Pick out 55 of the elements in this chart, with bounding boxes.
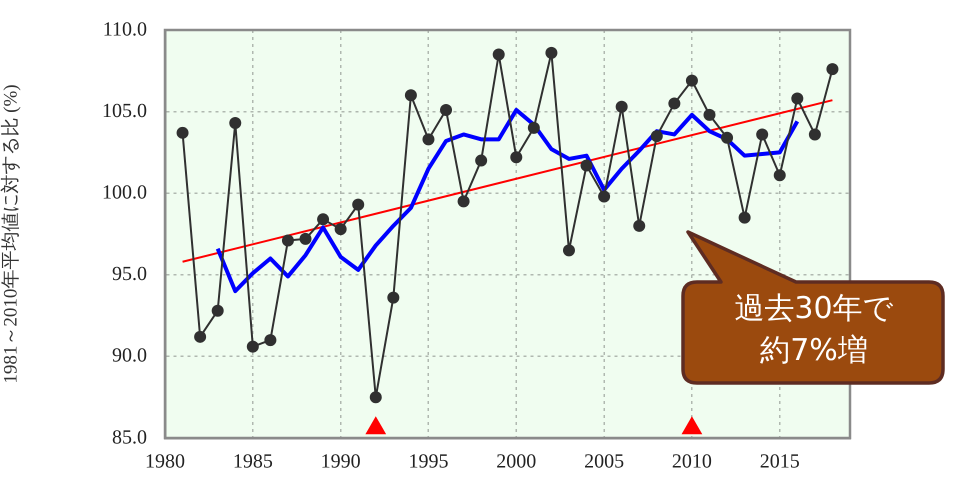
point <box>404 89 417 102</box>
point <box>756 128 768 140</box>
x-tick-label: 2000 <box>496 450 536 472</box>
point <box>176 126 189 139</box>
point <box>580 159 593 172</box>
point <box>633 220 646 232</box>
point <box>791 92 804 105</box>
point <box>300 232 312 245</box>
speech-bubble: 過去30年で約7%増 <box>681 230 947 387</box>
point <box>616 100 628 113</box>
x-tick-label: 1995 <box>408 450 448 472</box>
point <box>492 48 505 60</box>
point <box>721 132 734 144</box>
point <box>545 46 558 59</box>
x-tick-label: 2015 <box>760 450 800 472</box>
point <box>264 334 276 346</box>
point <box>370 391 382 404</box>
point <box>212 304 224 317</box>
point <box>650 130 663 142</box>
point <box>352 198 364 211</box>
point <box>317 213 330 226</box>
point <box>668 97 680 110</box>
point <box>282 234 294 247</box>
y-tick-label: 100.0 <box>102 181 147 204</box>
x-tick-label: 1985 <box>232 450 273 472</box>
point <box>440 104 452 116</box>
point <box>808 128 821 140</box>
y-tick-label: 85.0 <box>112 426 147 448</box>
point <box>510 151 522 164</box>
x-tick-label: 1990 <box>320 450 361 472</box>
point <box>458 195 470 208</box>
x-tick-label: 1980 <box>145 450 185 472</box>
x-tick-label: 2010 <box>672 450 712 472</box>
x-tick-label: 2005 <box>584 450 624 472</box>
point <box>598 190 610 202</box>
point <box>528 122 540 134</box>
point <box>194 330 206 343</box>
point <box>774 169 786 182</box>
point <box>246 340 259 353</box>
y-tick-label: 90.0 <box>112 344 147 367</box>
point <box>703 108 716 121</box>
y-axis-title: 1981～2010年平均値に対する比 (%) <box>0 84 22 384</box>
point <box>475 154 488 167</box>
point <box>562 244 575 256</box>
point <box>686 74 698 87</box>
y-tick-label: 110.0 <box>102 18 147 40</box>
point <box>387 292 400 304</box>
point <box>826 63 838 76</box>
point <box>422 133 434 146</box>
point <box>334 223 347 236</box>
y-tick-label: 105.0 <box>102 100 147 122</box>
point <box>229 117 242 130</box>
point <box>738 212 751 224</box>
y-tick-label: 95.0 <box>112 263 147 286</box>
annotation: 過去30年で約7%増 <box>733 290 895 370</box>
